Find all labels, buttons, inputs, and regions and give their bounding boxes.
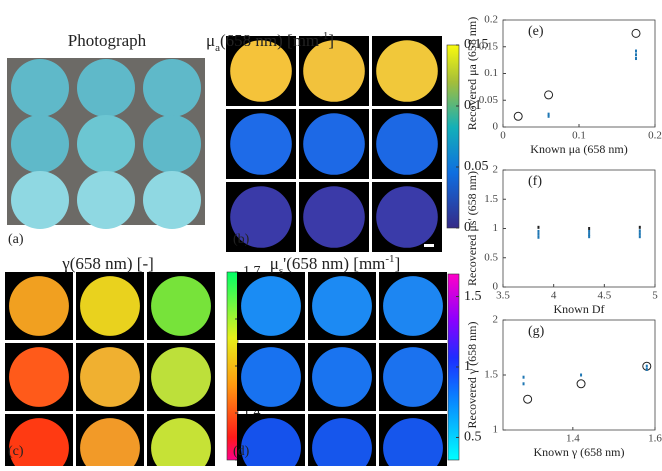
panel-label: (c): [8, 444, 24, 459]
data-point: [588, 227, 590, 230]
data-point: [588, 230, 590, 233]
panel-label: (f): [528, 174, 542, 189]
title-part: '(658 nm) [mm: [283, 254, 385, 273]
y-tick-label: 0.2: [484, 14, 498, 26]
data-point: [588, 235, 590, 238]
y-tick-label: 1.5: [484, 193, 498, 205]
x-tick-label: 1.6: [648, 433, 662, 445]
data-point: [545, 91, 553, 99]
y-tick-label: 2: [493, 314, 499, 326]
y-tick-label: 0: [493, 281, 499, 293]
map-phantom: [312, 276, 372, 336]
map-phantom: [80, 276, 140, 336]
data-point: [635, 50, 637, 53]
map-phantom: [9, 276, 69, 336]
map-phantom: [80, 347, 140, 407]
panel-title: γ(658 nm) [-]: [61, 254, 154, 273]
panel-label: (a): [8, 232, 24, 247]
y-tick-label: 0.15: [479, 40, 499, 52]
y-tick-label: 2: [493, 164, 499, 176]
x-axis-label: Known γ (658 nm): [534, 445, 625, 459]
y-tick-label: 1: [493, 222, 499, 234]
map-phantom: [376, 40, 438, 102]
colorbar-tick-label: 0.5: [464, 430, 482, 445]
data-point: [523, 376, 525, 379]
map-phantom: [383, 347, 443, 407]
data-point: [635, 53, 637, 56]
panel-label: (e): [528, 24, 544, 39]
title-part: ]: [395, 254, 401, 273]
data-point: [646, 368, 648, 371]
y-tick-label: 1.5: [484, 369, 498, 381]
x-tick-label: 0.2: [648, 130, 662, 142]
x-tick-label: 4.5: [597, 290, 611, 302]
plot-frame: [503, 170, 655, 287]
data-point: [639, 232, 641, 235]
data-point: [537, 233, 539, 236]
data-point: [639, 226, 641, 229]
data-point: [646, 365, 648, 368]
map-phantom: [376, 186, 438, 248]
x-tick-label: 3.5: [496, 290, 510, 302]
y-axis-label: Recovered μa (658 nm): [465, 17, 479, 130]
map-phantom: [151, 276, 211, 336]
map-phantom: [241, 276, 301, 336]
title-part: (658 nm) [mm: [220, 31, 319, 50]
data-point: [524, 395, 532, 403]
plot-frame: [503, 320, 655, 430]
y-tick-label: 0: [493, 121, 499, 133]
y-tick-label: 0.1: [484, 67, 498, 79]
map-phantom: [303, 113, 365, 175]
data-point: [580, 374, 582, 377]
x-tick-label: 0.1: [572, 130, 586, 142]
x-tick-label: 1.4: [566, 433, 580, 445]
data-point: [548, 113, 550, 116]
y-axis-label: Recovered μs' (658 nm): [465, 171, 479, 286]
y-tick-label: 0.05: [479, 94, 499, 106]
data-point: [537, 230, 539, 233]
x-tick-label: 5: [652, 290, 658, 302]
map-phantom: [230, 113, 292, 175]
map-phantom: [151, 347, 211, 407]
map-phantom: [376, 113, 438, 175]
y-tick-label: 0.5: [484, 251, 498, 263]
photo-wells: [11, 59, 201, 229]
map-phantom: [383, 276, 443, 336]
panel-label: (d): [233, 444, 250, 459]
title-part: μ: [206, 31, 215, 50]
data-point: [639, 229, 641, 232]
colorbar-tick-label: 1.5: [464, 289, 482, 304]
x-axis-label: Known Df: [554, 302, 605, 316]
map-phantom: [312, 347, 372, 407]
x-tick-label: 4: [551, 290, 557, 302]
data-point: [635, 57, 637, 60]
data-point: [577, 380, 585, 388]
x-tick-label: 0: [500, 130, 506, 142]
data-point: [523, 382, 525, 385]
title-part: μ: [270, 254, 279, 273]
map-phantom: [241, 347, 301, 407]
panel-title: Photograph: [68, 31, 147, 50]
map-phantom: [303, 186, 365, 248]
colorbar: [447, 45, 459, 228]
title-part: ]: [328, 31, 334, 50]
x-axis-label: Known μa (658 nm): [530, 142, 627, 156]
title-part: -1: [385, 253, 394, 265]
data-point: [632, 29, 640, 37]
panel-label: (b): [233, 232, 250, 247]
data-point: [537, 236, 539, 239]
scale-bar: [424, 244, 434, 247]
y-tick-label: 1: [493, 424, 499, 436]
title-part: γ(658 nm) [-]: [61, 254, 154, 273]
plot-frame: [503, 20, 655, 127]
data-point: [514, 112, 522, 120]
data-point: [537, 226, 539, 229]
data-point: [639, 235, 641, 238]
panel-label: (g): [528, 324, 545, 339]
y-axis-label: Recovered γ (658 nm): [465, 322, 479, 429]
figure: Photograph (a) μa(658 nm) [mm-1](b)00.05…: [0, 0, 662, 466]
map-phantom: [9, 347, 69, 407]
title-part: -1: [319, 30, 328, 42]
